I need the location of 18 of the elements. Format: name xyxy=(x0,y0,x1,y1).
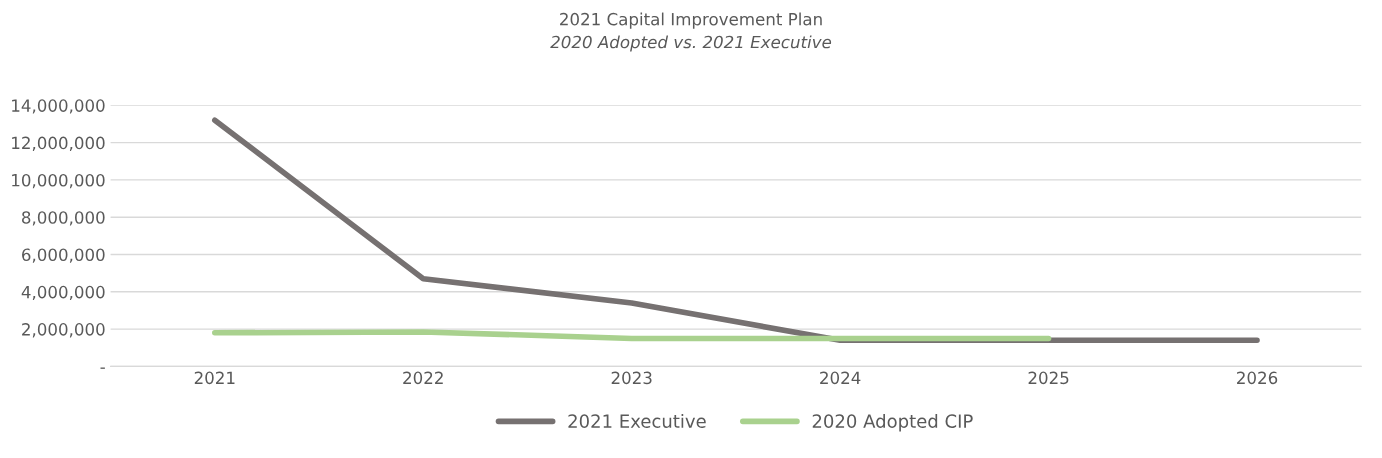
legend-label: 2021 Executive xyxy=(568,413,706,428)
y-tick-label: 10,000,000 xyxy=(12,173,105,189)
x-tick-label: 2023 xyxy=(611,371,652,385)
x-tick-label: 2024 xyxy=(820,371,861,385)
legend-label: 2020 Adopted CIP xyxy=(812,413,973,432)
chart-title: 2021 Capital Improvement Plan xyxy=(560,12,822,29)
y-tick-label: 8,000,000 xyxy=(22,211,105,226)
x-tick-label: 2021 xyxy=(194,371,235,385)
x-tick-label: 2025 xyxy=(1028,371,1069,385)
y-tick-label: 14,000,000 xyxy=(12,99,105,114)
chart-subtitle: 2020 Adopted vs. 2021 Executive xyxy=(550,35,832,52)
x-tick-label: 2022 xyxy=(403,371,443,385)
y-tick-label: 4,000,000 xyxy=(21,285,105,301)
x-tick-label: 2026 xyxy=(1237,371,1278,385)
y-tick-label: 6,000,000 xyxy=(22,248,105,263)
y-tick-label: - xyxy=(100,367,105,369)
y-tick-label: 12,000,000 xyxy=(12,136,105,151)
y-tick-label: 2,000,000 xyxy=(22,323,105,338)
